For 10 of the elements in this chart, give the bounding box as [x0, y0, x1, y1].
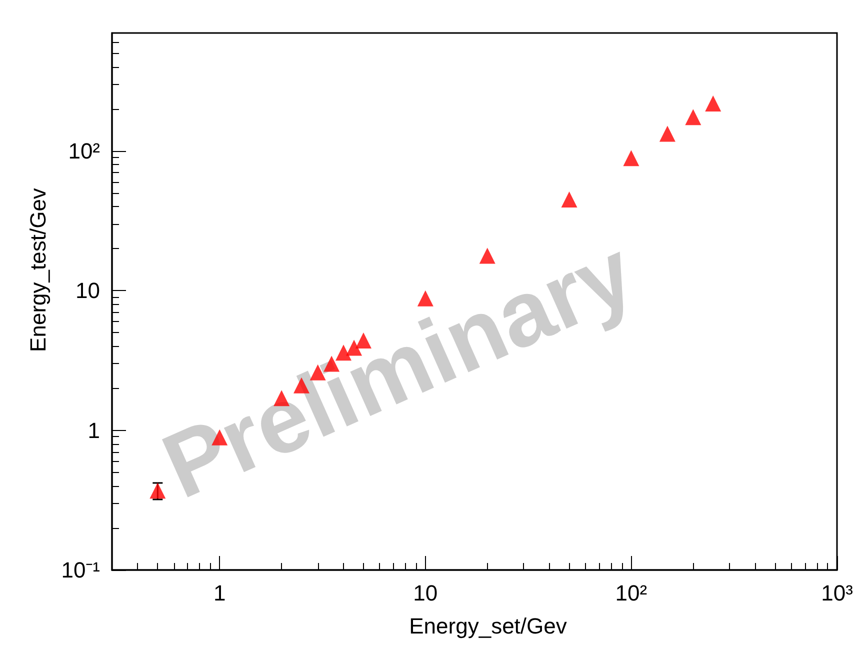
y-tick-label: 10⁻¹ — [61, 558, 100, 582]
x-tick-label: 10 — [413, 580, 438, 606]
y-tick-label: 10 — [76, 278, 100, 304]
y-tick-label: 10² — [68, 138, 100, 164]
x-axis-title: Energy_set/Gev — [409, 614, 567, 638]
x-tick-label: 1 — [213, 580, 226, 606]
x-tick-label: 10³ — [821, 580, 853, 606]
x-tick-label: 10² — [615, 580, 648, 606]
y-tick-label: 1 — [88, 418, 100, 443]
y-axis-title: Energy_test/Gev — [26, 188, 50, 352]
